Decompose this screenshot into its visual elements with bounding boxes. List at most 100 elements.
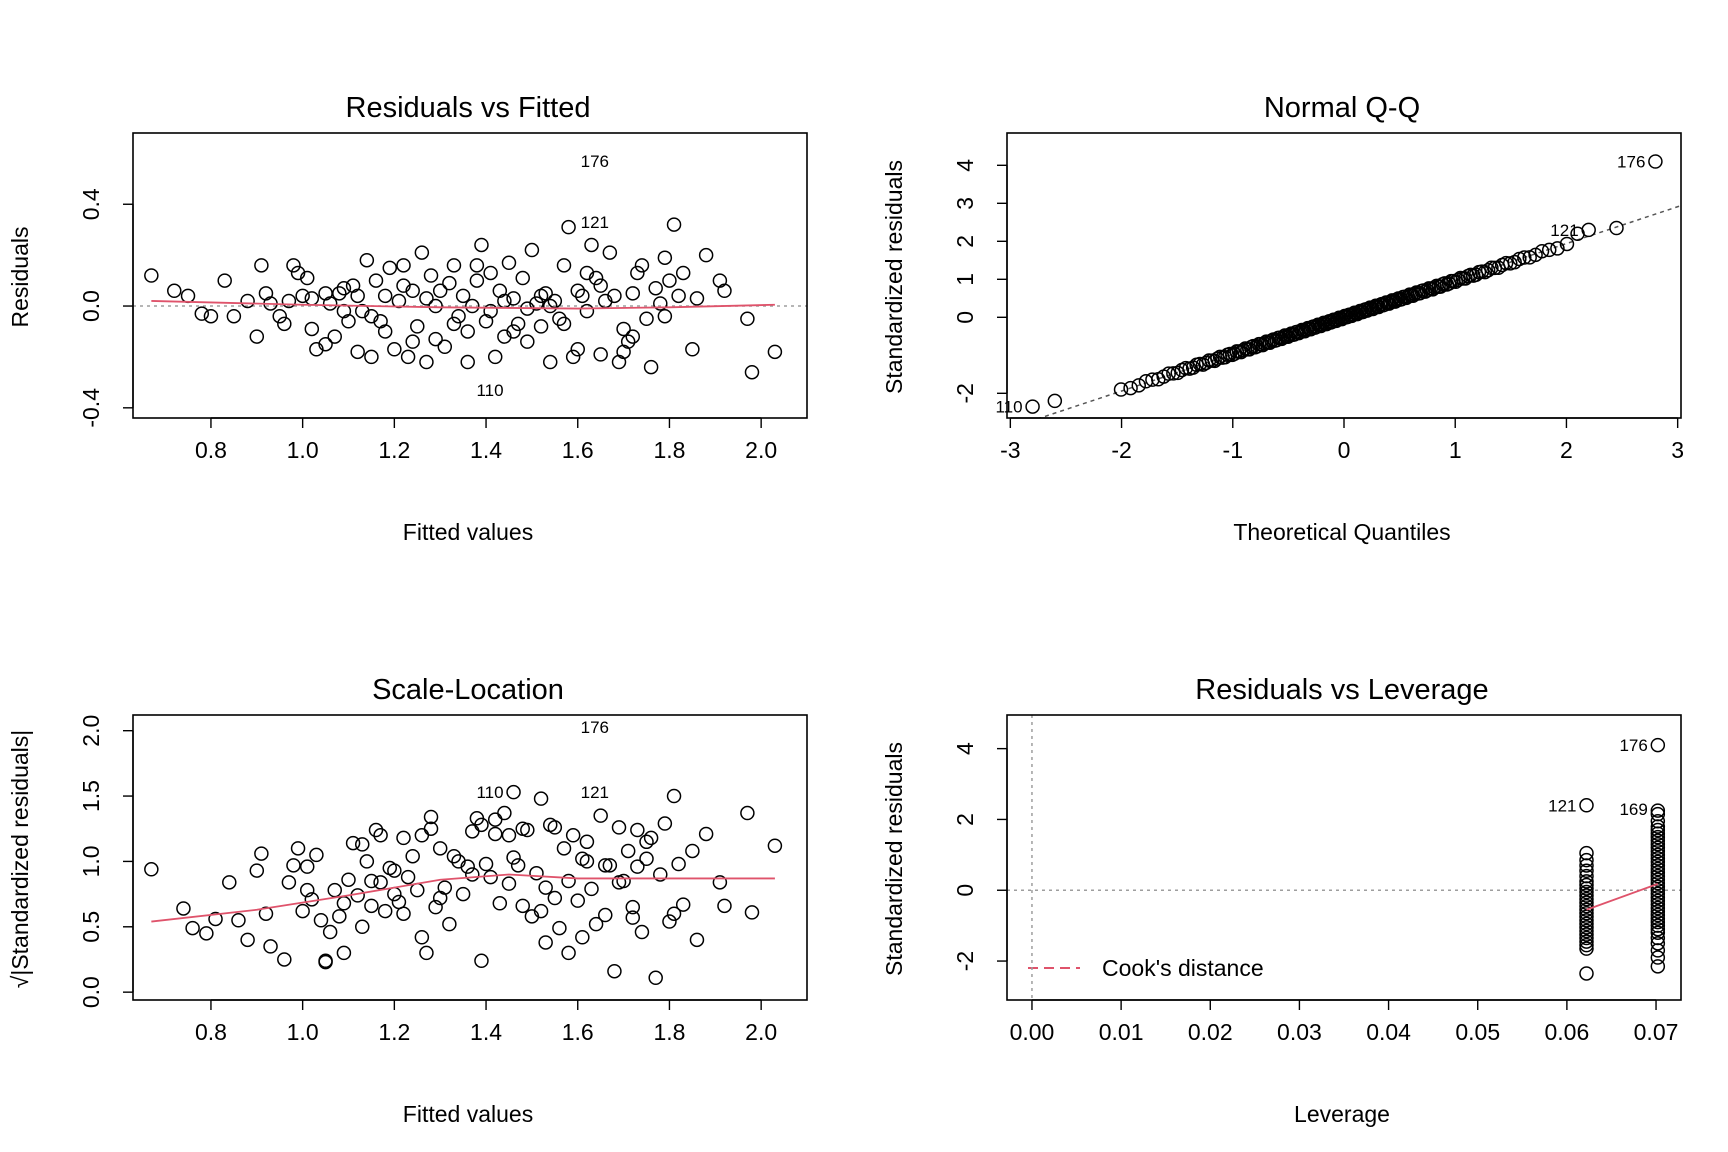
point-id-label: 110 (995, 398, 1022, 417)
chart-title: Normal Q-Q (1264, 92, 1420, 124)
data-point (254, 846, 269, 861)
data-point (437, 339, 453, 354)
data-point (1579, 909, 1594, 925)
data-point (1579, 877, 1594, 893)
data-point (281, 875, 297, 890)
data-point (634, 924, 650, 940)
x-tick-label: 0.8 (195, 1019, 227, 1045)
data-point (639, 851, 654, 867)
y-tick-label: 4 (952, 159, 978, 172)
data-point (1579, 891, 1594, 907)
data-point (657, 308, 673, 324)
data-point (474, 817, 489, 833)
data-point (487, 826, 503, 842)
data-point (648, 970, 663, 986)
data-point (364, 308, 379, 324)
data-point (318, 336, 333, 352)
data-point (410, 882, 425, 898)
y-tick-label: 0.0 (78, 290, 104, 322)
data-point (1448, 274, 1464, 290)
data-point (345, 278, 361, 293)
data-point (1579, 852, 1594, 868)
data-point (414, 929, 430, 945)
data-point (616, 321, 631, 337)
data-point (1484, 260, 1499, 276)
data-point (506, 291, 521, 306)
point-id-label: 121 (1548, 796, 1576, 815)
data-point (1648, 154, 1663, 169)
data-point (277, 316, 292, 332)
data-point (1579, 902, 1594, 917)
y-tick-label: 4 (952, 742, 978, 755)
data-point (318, 286, 333, 301)
data-point (666, 906, 682, 921)
data-point (616, 344, 631, 360)
data-point (570, 893, 585, 908)
x-tick-label: -3 (1000, 437, 1020, 463)
x-tick-label: 0.06 (1545, 1019, 1590, 1045)
data-point (625, 329, 641, 344)
y-tick-label: 2.0 (78, 715, 104, 747)
data-point (419, 945, 434, 961)
data-point (643, 830, 659, 846)
plot-area (133, 217, 807, 380)
data-point (304, 291, 320, 306)
data-point (419, 291, 434, 306)
data-point (584, 881, 599, 897)
data-point (442, 916, 457, 932)
x-tick-label: 1.0 (287, 1019, 319, 1045)
data-point (1579, 927, 1594, 942)
data-point (290, 841, 306, 856)
data-point (478, 314, 494, 329)
data-point (368, 273, 384, 288)
data-point (533, 791, 549, 806)
data-point (377, 288, 393, 304)
data-point (1650, 868, 1666, 884)
data-point (350, 344, 365, 360)
data-point (552, 311, 567, 327)
data-point (465, 298, 480, 314)
data-point (625, 286, 641, 301)
data-point (1650, 819, 1666, 834)
point-id-label: 176 (1617, 153, 1645, 172)
data-point (662, 914, 677, 929)
residuals-vs-fitted-panel: Residuals vs Fitted Fitted values Residu… (7, 92, 808, 545)
data-point (1650, 890, 1666, 905)
data-point (542, 298, 558, 314)
data-point (515, 821, 530, 836)
data-point (428, 899, 443, 915)
data-point (290, 265, 306, 281)
data-point (469, 258, 485, 273)
data-point (492, 896, 508, 911)
data-point (639, 834, 654, 850)
data-point (529, 296, 544, 311)
plot-area (1025, 154, 1681, 418)
data-point (717, 283, 732, 299)
data-point (377, 903, 393, 919)
x-axis-label: Fitted values (403, 1101, 533, 1127)
data-point (1650, 893, 1666, 909)
x-tick-label: 0.07 (1634, 1019, 1679, 1045)
y-tick-label: 0.5 (78, 911, 104, 943)
y-axis-label: Standardized residuals (881, 742, 907, 976)
y-tick-label: 0 (952, 884, 978, 897)
point-id-label: 110 (476, 783, 503, 802)
y-tick-label: 2 (952, 813, 978, 826)
data-point (299, 882, 315, 898)
plot-area (1007, 715, 1681, 1000)
data-point (295, 903, 310, 919)
normal-qq-panel: Normal Q-Q Theoretical Quantiles Standar… (881, 92, 1684, 545)
data-point (405, 848, 420, 864)
x-tick-label: 2.0 (745, 437, 777, 463)
data-point (584, 237, 599, 253)
y-tick-label: 0.4 (78, 188, 104, 220)
data-point (538, 935, 553, 950)
data-point (1579, 881, 1594, 896)
data-point (391, 293, 407, 309)
data-point (1480, 262, 1496, 278)
residuals-vs-leverage-panel: Residuals vs Leverage Leverage Standardi… (881, 674, 1682, 1127)
x-tick-label: 0.05 (1455, 1019, 1500, 1045)
data-point (396, 830, 411, 846)
data-point (1650, 900, 1666, 916)
data-point (671, 288, 686, 304)
